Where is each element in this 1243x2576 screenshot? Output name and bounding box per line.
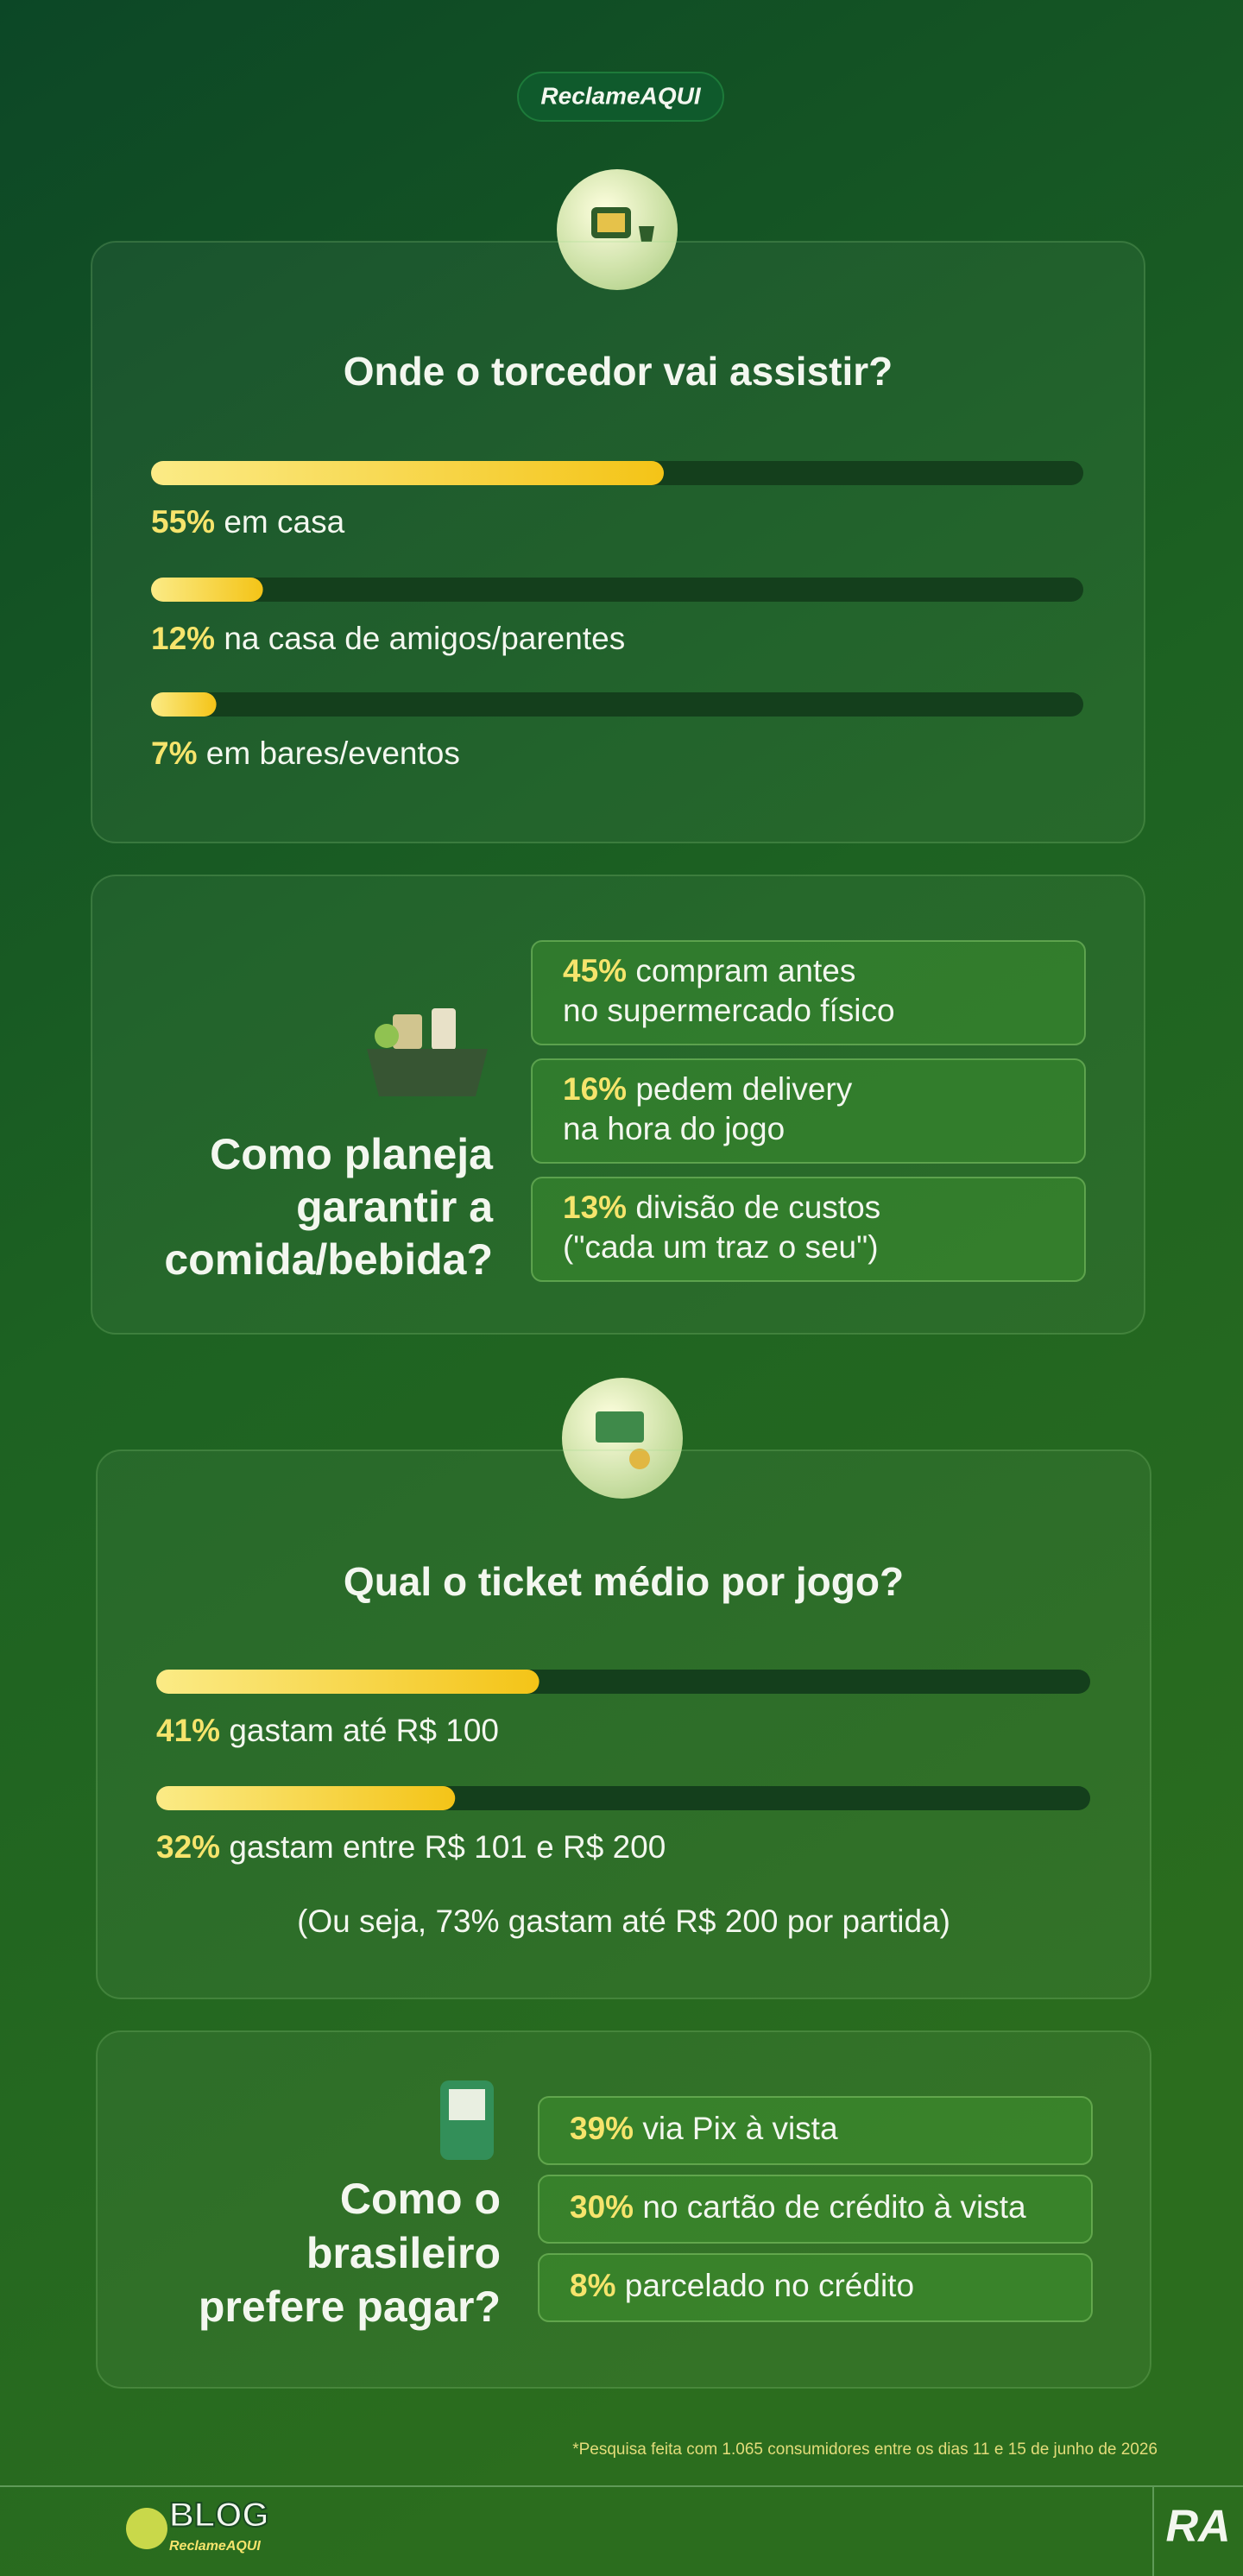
option-line: pedem delivery [635, 1071, 852, 1107]
bar-label: 12% na casa de amigos/parentes [151, 621, 625, 656]
bar-track [151, 692, 1083, 717]
bar-fill [151, 461, 664, 485]
section-title: prefere pagar? [199, 2282, 501, 2331]
bar-fill [151, 578, 263, 602]
option-text: 13% divisão de custos [563, 1190, 880, 1225]
label-text: gastam entre R$ 101 e R$ 200 [229, 1829, 666, 1865]
option-line: ("cada um traz o seu") [563, 1229, 879, 1265]
percent: 41% [156, 1713, 220, 1748]
brand-mark: RA [1165, 2502, 1230, 2552]
option-text: 45% compram antes [563, 953, 855, 988]
bar-label: 55% em casa [151, 504, 345, 540]
option-box [538, 2253, 1093, 2322]
percent: 16% [563, 1071, 627, 1107]
option-line: divisão de custos [635, 1190, 880, 1225]
section-title: Onde o torcedor vai assistir? [344, 349, 893, 394]
coin-shape [629, 1449, 650, 1469]
logo: ReclameAQUI [540, 82, 701, 109]
percent: 12% [151, 621, 215, 656]
section-title: Como o [340, 2175, 501, 2223]
glass-shape [639, 226, 654, 242]
bar-label: 41% gastam até R$ 100 [156, 1713, 499, 1748]
bar-fill [151, 692, 217, 717]
option-text: no supermercado físico [563, 993, 895, 1028]
option-line: no cartão de crédito à vista [642, 2189, 1026, 2225]
option-line: compram antes [635, 953, 855, 988]
option-line: parcelado no crédito [625, 2268, 914, 2303]
bill-shape [596, 1411, 644, 1443]
section-title: garantir a [296, 1183, 494, 1231]
percent: 30% [570, 2189, 634, 2225]
bar-track [151, 578, 1083, 602]
percent: 32% [156, 1829, 220, 1865]
percent: 55% [151, 504, 215, 540]
option-text: ("cada um traz o seu") [563, 1229, 879, 1265]
section-title: Qual o ticket médio por jogo? [344, 1559, 904, 1604]
card [96, 2030, 1152, 2389]
percent: 45% [563, 953, 627, 988]
card [96, 1449, 1152, 1999]
option-text: 8% parcelado no crédito [570, 2268, 914, 2303]
blog-logo: BLOG [169, 2497, 269, 2535]
footnote: *Pesquisa feita com 1.065 consumidores e… [572, 2440, 1158, 2459]
option-text: 30% no cartão de crédito à vista [570, 2189, 1026, 2225]
option-box [531, 1177, 1086, 1282]
percent: 39% [570, 2111, 634, 2146]
label-text: na casa de amigos/parentes [224, 621, 625, 656]
bar-fill [156, 1670, 539, 1694]
section-title: comida/bebida? [164, 1235, 493, 1284]
bar-label: 32% gastam entre R$ 101 e R$ 200 [156, 1829, 666, 1865]
percent: 8% [570, 2268, 615, 2303]
payment-icon [440, 2080, 494, 2160]
bar-fill [156, 1786, 456, 1810]
section-title: brasileiro [306, 2229, 501, 2277]
logo-pill [517, 72, 724, 122]
basket-icon [367, 1008, 488, 1096]
option-line: no supermercado físico [563, 993, 895, 1028]
tv-screen [597, 213, 625, 232]
option-box [538, 2096, 1093, 2165]
bar-label: 7% em bares/eventos [151, 736, 460, 771]
option-line: na hora do jogo [563, 1111, 785, 1146]
option-box [531, 1058, 1086, 1164]
label-text: gastam até R$ 100 [229, 1713, 499, 1748]
label-text: em casa [224, 504, 344, 540]
percent: 7% [151, 736, 197, 771]
percent: 13% [563, 1190, 627, 1225]
label-text: em bares/eventos [206, 736, 460, 771]
option-box [531, 940, 1086, 1045]
note: (Ou seja, 73% gastam até R$ 200 por part… [297, 1904, 950, 1939]
option-text: 39% via Pix à vista [570, 2111, 838, 2146]
card [91, 874, 1145, 1335]
option-box [538, 2175, 1093, 2244]
option-text: 16% pedem delivery [563, 1071, 853, 1107]
section-title: Como planeja [210, 1130, 494, 1178]
option-line: via Pix à vista [642, 2111, 838, 2146]
blog-logo-sub: ReclameAQUI [169, 2539, 261, 2554]
option-text: na hora do jogo [563, 1111, 785, 1146]
blog-logo-mark [126, 2508, 167, 2549]
